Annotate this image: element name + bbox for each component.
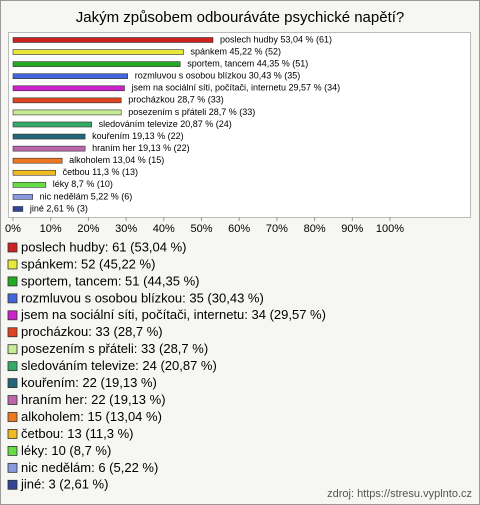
legend-swatch <box>7 361 18 372</box>
bar <box>12 121 92 128</box>
legend-label: jiné: 3 (2,61 %) <box>20 477 108 492</box>
legend-swatch <box>7 327 18 338</box>
legend-swatch <box>7 479 18 490</box>
bar-label: sledováním televize 20,87 % (24) <box>99 119 232 129</box>
bar <box>12 109 122 116</box>
legend-label: četbou: 13 (11,3 %) <box>21 426 134 441</box>
legend-swatch <box>7 378 18 389</box>
legend-label: posezením s přáteli: 33 (28,7 %) <box>21 341 208 356</box>
x-tick-label: 50% <box>190 223 212 235</box>
bar-label: rozmluvou s osobou blízkou 30,43 % (35) <box>135 71 301 81</box>
legend-swatch <box>7 445 18 456</box>
bar-label: četbou 11,3 % (13) <box>63 167 138 177</box>
legend-swatch <box>7 310 18 321</box>
legend-swatch <box>7 344 18 355</box>
legend-label: rozmluvou s osobou blízkou: 35 (30,43 %) <box>21 290 264 305</box>
legend-label: procházkou: 33 (28,7 %) <box>21 324 163 339</box>
legend-label: alkoholem: 15 (13,04 %) <box>21 409 162 424</box>
bar <box>12 97 122 104</box>
bar-label: procházkou 28,7 % (33) <box>128 95 224 105</box>
bar-label: sportem, tancem 44,35 % (51) <box>187 59 308 69</box>
bar-label: kouřením 19,13 % (22) <box>92 131 184 141</box>
legend-swatch <box>7 429 18 439</box>
bar-label: nic nedělám 5,22 % (6) <box>40 191 133 201</box>
bar <box>12 133 86 140</box>
x-tick-label: 60% <box>228 223 250 235</box>
chart-title: Jakým způsobem odbouráváte psychické nap… <box>76 9 405 26</box>
bar <box>12 206 24 212</box>
x-tick-label: 80% <box>304 223 326 235</box>
x-tick-label: 90% <box>341 223 363 235</box>
x-tick-label: 20% <box>77 223 99 235</box>
bar-label: léky 8,7 % (10) <box>53 179 113 189</box>
bar <box>12 85 125 92</box>
bar-label: spánkem 45,22 % (52) <box>190 46 281 56</box>
legend-swatch <box>7 276 18 287</box>
legend-label: léky: 10 (8,7 %) <box>21 443 111 458</box>
bar-label: jsem na sociální síti, počítači, interne… <box>130 83 340 93</box>
bar-label: jiné 2,61 % (3) <box>29 203 88 213</box>
bar <box>12 169 56 176</box>
source: zdroj: https://stresu.vyplnto.cz <box>327 488 472 500</box>
legend-swatch <box>7 395 18 405</box>
bar-label: posezením s přáteli 28,7 % (33) <box>128 107 255 117</box>
bar <box>12 182 47 188</box>
bar <box>12 157 63 164</box>
x-tick-label: 100% <box>376 223 404 235</box>
legend-label: sledováním televize: 24 (20,87 %) <box>21 358 217 373</box>
legend-swatch <box>7 462 18 473</box>
legend-label: sportem, tancem: 51 (44,35 %) <box>21 273 199 288</box>
legend-label: poslech hudby: 61 (53,04 %) <box>21 239 187 254</box>
legend-label: spánkem: 52 (45,22 %) <box>21 256 155 271</box>
legend-label: hraním her: 22 (19,13 %) <box>21 392 166 407</box>
bar <box>12 49 184 55</box>
x-tick-label: 70% <box>266 223 288 235</box>
bar-label: alkoholem 13,04 % (15) <box>69 155 164 165</box>
legend-label: jsem na sociální síti, počítači, interne… <box>20 307 326 322</box>
legend-label: nic nedělám: 6 (5,22 %) <box>21 460 158 475</box>
bar-label: poslech hudby 53,04 % (61) <box>220 34 332 44</box>
bar <box>12 145 86 152</box>
bar <box>12 61 181 67</box>
legend-swatch <box>7 293 18 304</box>
legend-label: kouřením: 22 (19,13 %) <box>21 375 157 390</box>
x-tick-label: 40% <box>153 223 175 235</box>
legend-swatch <box>7 259 18 270</box>
legend-swatch <box>7 412 18 422</box>
x-tick-label: 0% <box>5 223 21 235</box>
bar <box>12 73 129 80</box>
bar <box>12 37 214 43</box>
bar-label: hraním her 19,13 % (22) <box>92 143 190 153</box>
bar <box>12 194 33 200</box>
x-tick-label: 10% <box>40 223 62 235</box>
x-tick-label: 30% <box>115 223 137 235</box>
legend-swatch <box>7 242 18 253</box>
